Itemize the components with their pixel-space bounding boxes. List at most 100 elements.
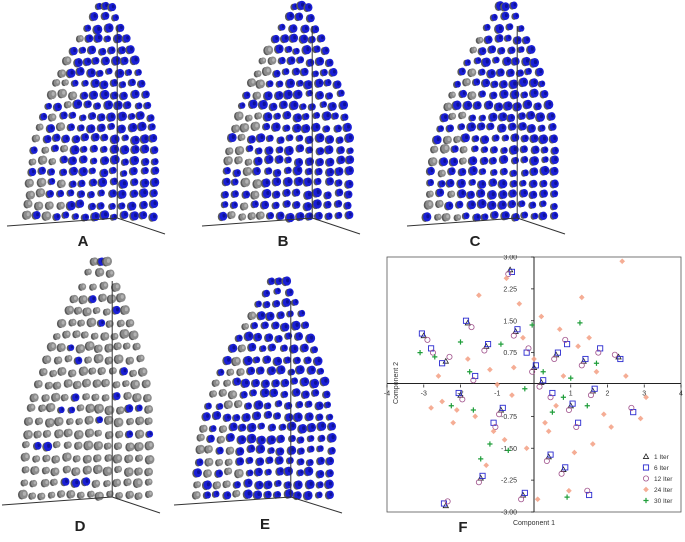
data-point: [643, 394, 650, 401]
cone-glyph: [70, 478, 81, 488]
cone-glyph: [284, 11, 295, 21]
cone-glyph: [234, 334, 243, 343]
cone-glyph: [275, 447, 285, 456]
cone-glyph: [47, 113, 57, 122]
cone-glyph: [241, 190, 251, 199]
panel-d: [0, 255, 170, 517]
cone-glyph: [448, 157, 459, 167]
cone-glyph: [327, 101, 337, 112]
cone-glyph: [266, 435, 277, 445]
cone-glyph: [314, 56, 325, 66]
data-point: [429, 349, 436, 356]
cone-glyph: [72, 330, 81, 339]
axis-line: [517, 217, 566, 235]
cone-glyph: [517, 46, 525, 54]
cone-glyph: [31, 134, 41, 143]
cone-glyph: [89, 157, 98, 165]
data-point: [501, 436, 508, 443]
cone-glyph: [113, 342, 122, 351]
cone-glyph: [134, 69, 142, 77]
cone-glyph: [467, 91, 477, 101]
cone-glyph: [510, 156, 520, 165]
tick-labels: -4 -3 -2 -1 1 2 3 4 3.00 2.25 1.50 0.75 -0.75 -1.50 -2…: [384, 255, 683, 517]
cone-glyph: [29, 393, 39, 403]
cone-glyph: [278, 100, 288, 110]
data-point: [611, 351, 618, 358]
cone-glyph: [493, 102, 504, 112]
data-point: [584, 403, 590, 409]
cone-glyph: [524, 67, 532, 76]
cone-glyph: [236, 368, 245, 377]
cone-glyph: [272, 69, 281, 78]
cone-glyph: [232, 169, 241, 178]
cone-glyph: [486, 122, 495, 131]
cone-glyph: [86, 124, 96, 134]
cone-glyph: [75, 67, 85, 77]
cone-glyph: [38, 404, 47, 413]
cone-glyph: [73, 306, 83, 315]
cone-glyph: [57, 69, 67, 78]
cone-glyph: [324, 135, 335, 145]
cone-glyph: [505, 23, 514, 31]
cone-glyph: [546, 112, 556, 121]
x-tick-label: -2: [457, 391, 463, 398]
cone-glyph: [314, 78, 324, 88]
cone-glyph: [209, 390, 218, 398]
data-point: [587, 392, 594, 399]
cone-glyph: [69, 145, 80, 155]
cone-glyph: [253, 467, 263, 477]
cone-glyph: [315, 470, 325, 479]
cone-glyph: [296, 469, 304, 477]
panel-c: [405, 0, 575, 238]
cone-glyph: [99, 89, 110, 100]
cone-glyph: [238, 213, 247, 221]
data-point: [595, 349, 602, 356]
cone-glyph: [52, 213, 61, 222]
cone-glyph: [295, 79, 304, 88]
cone-glyph: [263, 490, 272, 499]
cone-glyph: [494, 34, 504, 43]
cone-glyph: [21, 440, 30, 449]
legend-entry: 12 Iter: [654, 476, 673, 483]
cone-glyph: [530, 145, 540, 155]
cone-glyph: [479, 156, 489, 166]
cone-glyph: [70, 393, 80, 402]
cone-glyph: [129, 211, 140, 221]
cone-glyph: [273, 479, 282, 488]
cone-glyph: [247, 342, 257, 352]
cone-glyph: [520, 169, 529, 177]
cone-glyph: [104, 454, 113, 462]
cone-glyph: [283, 166, 292, 175]
data-point: [520, 334, 526, 341]
cone-glyph: [204, 457, 214, 467]
data-point: [446, 353, 453, 360]
cone-glyph: [56, 201, 65, 210]
cone-glyph: [242, 91, 251, 100]
cone-glyph: [254, 112, 263, 120]
cone-glyph: [322, 390, 331, 399]
cone-glyph: [302, 80, 313, 90]
cone-glyph: [96, 123, 106, 133]
cone-glyph: [64, 354, 73, 363]
cone-glyph: [62, 452, 72, 462]
data-point: [564, 494, 570, 500]
cone-glyph: [242, 355, 253, 366]
cone-glyph: [284, 413, 294, 422]
cone-glyph: [112, 453, 123, 464]
cone-glyph: [507, 122, 517, 131]
cone-glyph: [232, 489, 241, 498]
cone-glyph: [97, 367, 106, 376]
cone-glyph: [343, 190, 353, 199]
cone-glyph: [282, 111, 292, 120]
cone-glyph: [295, 134, 304, 142]
cone-glyph: [134, 454, 143, 463]
cone-glyph: [69, 294, 79, 304]
panel-label-e: E: [259, 516, 270, 533]
cone-glyph: [271, 321, 280, 330]
cone-glyph: [111, 282, 121, 292]
cone-glyph: [306, 445, 315, 453]
cone-glyph: [304, 135, 314, 145]
cone-glyph: [136, 79, 146, 89]
cone-glyph: [192, 468, 202, 478]
cone-glyph: [237, 344, 246, 353]
